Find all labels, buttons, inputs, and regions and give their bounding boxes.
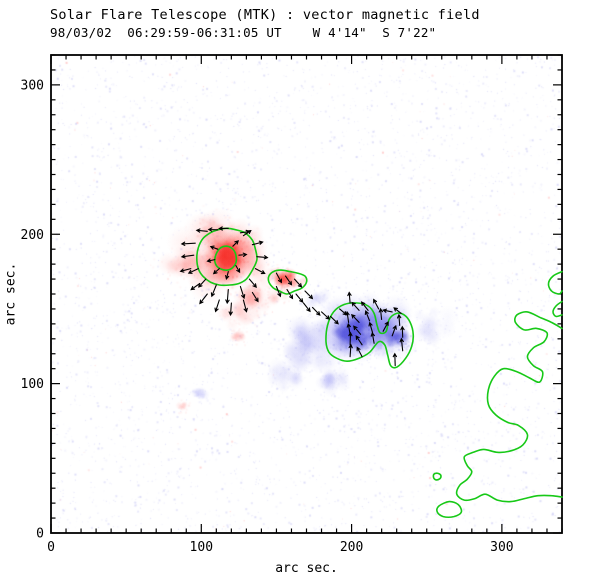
magnetic-vector-arrow xyxy=(293,278,303,288)
x-axis-label: arc sec. xyxy=(275,561,338,576)
magnetic-vector-arrow xyxy=(399,337,404,352)
magnetic-vector-arrow xyxy=(179,268,192,273)
y-tick-label: 0 xyxy=(36,527,44,542)
magnetic-vector-arrow xyxy=(207,227,219,232)
y-tick-label: 300 xyxy=(21,78,44,93)
field-contour-red-east-patch xyxy=(267,269,308,295)
magnetic-vector-arrow xyxy=(235,265,241,274)
magnetic-vector-arrow xyxy=(368,321,374,334)
magnetic-vector-arrow xyxy=(347,291,352,304)
magnetic-vector-arrow xyxy=(238,252,248,257)
field-contour-limb-main xyxy=(455,311,563,503)
magnetic-vector-arrow xyxy=(346,322,351,335)
magnetic-vector-arrow xyxy=(228,302,233,317)
magnetic-vector-arrow xyxy=(295,293,304,303)
magnetic-vector-arrow xyxy=(378,307,384,320)
magnetic-vector-arrow xyxy=(214,299,220,313)
magnetic-vector-arrow xyxy=(242,229,252,237)
magnetic-vector-arrow xyxy=(251,240,264,246)
magnetic-vector-arrow xyxy=(251,291,259,303)
magnetic-vector-arrow xyxy=(351,301,360,311)
magnetic-vector-arrow xyxy=(356,346,363,358)
magnetic-vector-arrow xyxy=(392,352,398,367)
magnetic-vector-arrow xyxy=(393,307,402,314)
magnetic-vector-arrow xyxy=(275,285,282,298)
magnetic-vector-arrow xyxy=(180,254,195,259)
magnetic-vector-arrow xyxy=(382,308,393,313)
magnetic-vector-arrow xyxy=(396,313,402,326)
magnetic-vector-arrow xyxy=(364,310,371,322)
magnetic-vector-arrow xyxy=(304,290,314,300)
magnetic-vector-arrow xyxy=(400,325,405,338)
field-contour-limb-loop-south xyxy=(436,500,463,518)
magnetic-vector-arrow xyxy=(351,313,360,323)
magnetic-vector-arrow xyxy=(225,288,230,305)
magnetic-vector-arrow xyxy=(339,308,348,316)
magnetic-vector-arrow xyxy=(239,285,246,300)
magnetic-vector-arrow xyxy=(353,325,362,335)
magnetic-vector-arrow xyxy=(391,324,397,337)
plot-frame xyxy=(50,54,563,534)
x-tick-label: 200 xyxy=(340,540,363,555)
magnetic-vector-arrow xyxy=(242,299,248,313)
magnetic-vector-arrow xyxy=(199,293,208,305)
magnetic-vector-arrow xyxy=(311,306,321,316)
magnetic-vector-arrow xyxy=(256,255,269,260)
magnetic-vector-arrow xyxy=(248,278,257,288)
field-contour-red-outer xyxy=(196,227,258,287)
magnetic-vector-arrow xyxy=(195,228,208,233)
magnetic-vector-arrow xyxy=(210,284,217,298)
magnetic-vector-arrow xyxy=(348,331,353,346)
magnetic-vector-arrow xyxy=(275,272,282,284)
magnetic-vector-arrow xyxy=(190,282,201,291)
magnetic-vector-arrow xyxy=(360,301,369,311)
magnetic-vector-arrow xyxy=(212,268,220,275)
magnetic-vector-arrow xyxy=(284,275,293,286)
magnetic-vector-arrow xyxy=(345,310,350,323)
magnetic-vector-arrow xyxy=(348,343,353,358)
magnetic-vector-arrow xyxy=(225,271,230,281)
y-tick-label: 200 xyxy=(21,228,44,243)
magnetic-vector-arrow xyxy=(209,245,219,250)
magnetic-vector-arrow xyxy=(198,278,207,288)
magnetic-vector-arrow xyxy=(355,335,363,346)
magnetic-vector-arrow xyxy=(286,288,294,300)
magnetic-vector-arrow xyxy=(382,321,389,332)
y-tick-label: 100 xyxy=(21,377,44,392)
magnetic-vector-arrow xyxy=(218,226,229,231)
magnetic-vector-arrow xyxy=(254,268,266,275)
field-contour-red-inner xyxy=(213,245,238,271)
field-contour-limb-hook-north xyxy=(552,300,563,318)
x-tick-label: 300 xyxy=(490,540,513,555)
magnetic-vector-arrow xyxy=(180,241,196,246)
x-tick-label: 0 xyxy=(47,540,55,555)
magnetic-vector-arrow xyxy=(187,268,199,274)
magnetic-vector-arrow xyxy=(373,298,380,310)
magnetic-vector-arrow xyxy=(370,331,375,344)
magnetic-vector-arrow xyxy=(206,258,216,263)
magnetic-vector-arrow xyxy=(232,240,240,247)
field-contour-limb-squiggle-north xyxy=(547,270,563,295)
magnetic-vector-arrow xyxy=(320,311,331,320)
magnetic-vector-arrow xyxy=(329,315,339,325)
y-axis-label: arc sec. xyxy=(3,262,19,326)
x-tick-label: 100 xyxy=(190,540,213,555)
magnetic-vector-arrow xyxy=(302,302,311,313)
field-contour-limb-dot xyxy=(432,472,442,481)
